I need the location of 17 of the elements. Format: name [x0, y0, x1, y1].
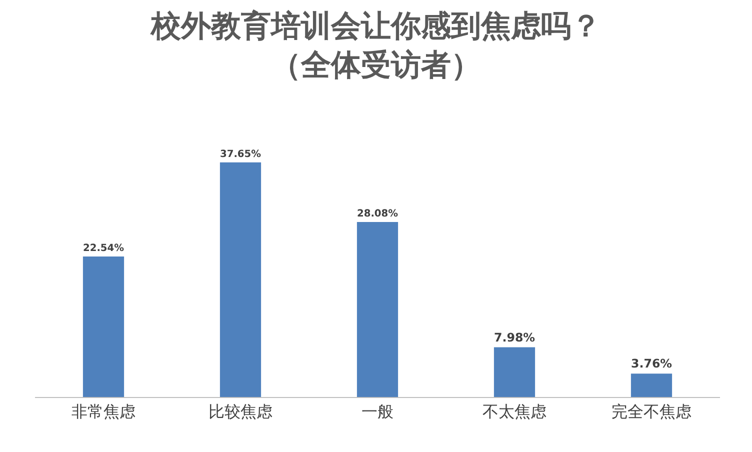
- chart-subtitle: （全体受访者）: [271, 48, 481, 84]
- data-label: 3.76%: [630, 356, 672, 371]
- x-tick-label: 非常焦虑: [72, 402, 136, 422]
- data-label: 28.08%: [356, 208, 398, 220]
- bar: [356, 222, 398, 397]
- x-tick-label: 不太焦虑: [482, 402, 546, 422]
- bar: [82, 256, 124, 397]
- data-label: 7.98%: [494, 330, 536, 344]
- bar: [630, 374, 672, 397]
- x-tick-label: 完全不焦虑: [612, 402, 692, 422]
- bar: [494, 347, 536, 397]
- x-tick-label: 比较焦虑: [208, 402, 272, 422]
- data-label: 22.54%: [82, 243, 124, 254]
- chart-title: 校外教育培训会让你感到焦虑吗？: [150, 9, 601, 44]
- bar: [220, 162, 262, 397]
- data-label: 37.65%: [220, 148, 262, 160]
- x-tick-label: 一般: [362, 402, 394, 422]
